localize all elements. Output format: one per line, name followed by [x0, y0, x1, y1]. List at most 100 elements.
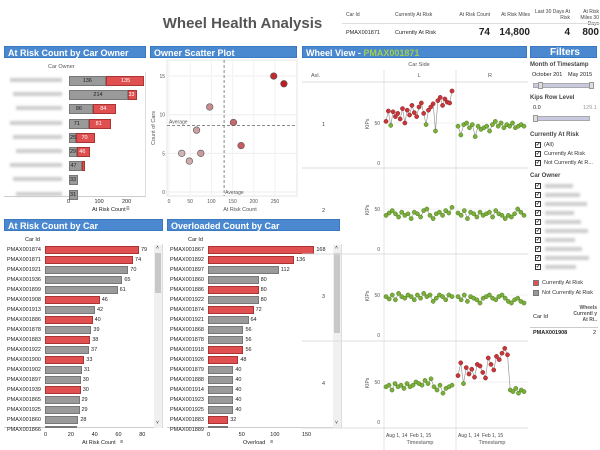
car-bar[interactable] — [45, 416, 79, 424]
y-axis-title: KIPs — [365, 290, 371, 301]
checkbox[interactable]: ✔ — [535, 228, 541, 234]
car-bar[interactable] — [45, 356, 85, 364]
car-bar[interactable] — [208, 306, 254, 314]
car-bar[interactable] — [45, 316, 93, 324]
scroll-down-icon[interactable]: ˅ — [335, 420, 338, 426]
sort-icon[interactable]: ≡ — [126, 206, 130, 212]
checkbox[interactable]: ✔ — [535, 264, 541, 270]
checkbox[interactable]: ✔ — [535, 201, 541, 207]
car-bar[interactable] — [208, 346, 244, 354]
sort-icon[interactable]: ≡ — [120, 439, 124, 445]
slider-handle[interactable] — [533, 115, 538, 122]
scroll-down-icon[interactable]: ˅ — [156, 420, 159, 426]
car-bar[interactable] — [208, 416, 229, 424]
checkbox[interactable]: ✔ — [535, 142, 541, 148]
checkbox-label[interactable]: (All) — [544, 142, 554, 148]
car-bar[interactable] — [45, 426, 78, 428]
x-tick: 150 — [301, 432, 312, 438]
slider-handle[interactable] — [589, 82, 594, 89]
vertical-scrollbar[interactable]: ˄ ˅ — [333, 245, 341, 428]
car-bar[interactable] — [45, 276, 123, 284]
car-bar[interactable] — [208, 276, 259, 284]
kips-point — [487, 128, 492, 134]
scrollbar-thumb[interactable] — [334, 253, 340, 333]
car-bar[interactable] — [208, 396, 234, 404]
checkbox[interactable]: ✔ — [535, 219, 541, 225]
car-bar[interactable] — [45, 296, 100, 304]
car-bar[interactable] — [208, 386, 234, 394]
kips-point — [415, 211, 420, 217]
table-cell[interactable]: PMAX001908 — [533, 330, 568, 336]
car-bar[interactable] — [208, 316, 249, 324]
car-bar[interactable] — [45, 246, 139, 254]
car-bar[interactable] — [208, 406, 234, 414]
bar-value: 28 — [80, 417, 87, 423]
owner-bar-at-risk — [75, 132, 96, 143]
owner-point[interactable] — [192, 126, 201, 134]
car-bar[interactable] — [208, 256, 295, 264]
checkbox[interactable]: ✔ — [535, 160, 541, 166]
car-bar[interactable] — [208, 246, 315, 254]
car-bar[interactable] — [208, 326, 244, 334]
car-bar[interactable] — [45, 376, 81, 384]
checkbox[interactable]: ✔ — [535, 210, 541, 216]
car-bar[interactable] — [208, 356, 239, 364]
car-bar[interactable] — [45, 286, 118, 294]
owner-point[interactable] — [229, 118, 238, 127]
checkbox[interactable]: ✔ — [535, 237, 541, 243]
bar-value: 56 — [245, 337, 252, 343]
owner-point[interactable] — [206, 103, 214, 111]
month-slider[interactable] — [533, 82, 594, 89]
checkbox[interactable]: ✔ — [535, 183, 541, 189]
car-bar[interactable] — [45, 396, 80, 404]
slider-handle[interactable] — [538, 82, 543, 89]
car-id-label: PMAX001922 — [7, 347, 41, 353]
car-bar[interactable] — [45, 326, 92, 334]
x-tick: 0 — [168, 199, 171, 205]
kips-point — [510, 389, 516, 394]
owner-point[interactable] — [270, 72, 278, 80]
owner-point[interactable] — [197, 149, 205, 157]
checkbox[interactable]: ✔ — [535, 246, 541, 252]
kips-point — [487, 292, 492, 298]
scroll-up-icon[interactable]: ˄ — [335, 245, 338, 251]
kips-point — [440, 390, 446, 396]
car-bar[interactable] — [45, 336, 91, 344]
owner-point[interactable] — [178, 149, 186, 157]
car-bar[interactable] — [208, 336, 244, 344]
checkbox[interactable]: ✔ — [535, 151, 541, 157]
vertical-scrollbar[interactable]: ˄ ˅ — [154, 245, 162, 428]
checkbox[interactable]: ✔ — [535, 192, 541, 198]
sort-icon[interactable]: ≡ — [270, 439, 274, 445]
bar-value: 61 — [119, 287, 126, 293]
kips-slider[interactable] — [533, 115, 590, 122]
car-bar[interactable] — [208, 376, 234, 384]
scroll-up-icon[interactable]: ˄ — [156, 245, 159, 251]
kips-point — [472, 134, 478, 139]
car-bar[interactable] — [45, 366, 82, 374]
kips-point — [407, 112, 412, 118]
car-bar[interactable] — [45, 306, 95, 314]
checkbox-label[interactable]: Not Currently At R... — [544, 160, 593, 166]
owner-name-blurred — [545, 184, 573, 188]
car-bar[interactable] — [45, 256, 134, 264]
car-bar[interactable] — [208, 266, 279, 274]
car-bar[interactable] — [45, 406, 80, 414]
owner-point[interactable] — [237, 142, 245, 150]
car-bar[interactable] — [208, 426, 229, 428]
owner-point[interactable] — [185, 157, 193, 165]
car-id-label: PMAX001888 — [170, 377, 204, 383]
car-bar[interactable] — [208, 366, 234, 374]
owner-point[interactable] — [280, 80, 288, 88]
checkbox-label[interactable]: Currently At Risk — [544, 151, 585, 157]
car-bar[interactable] — [208, 286, 259, 294]
car-bar[interactable] — [45, 266, 129, 274]
car-id-label: PMAX001914 — [170, 387, 204, 393]
car-id-label: PMAX001879 — [170, 367, 204, 373]
checkbox[interactable]: ✔ — [535, 255, 541, 261]
kips-point — [521, 300, 527, 306]
car-bar[interactable] — [45, 386, 81, 394]
scrollbar-thumb[interactable] — [155, 253, 161, 293]
car-bar[interactable] — [45, 346, 90, 354]
car-bar[interactable] — [208, 296, 259, 304]
